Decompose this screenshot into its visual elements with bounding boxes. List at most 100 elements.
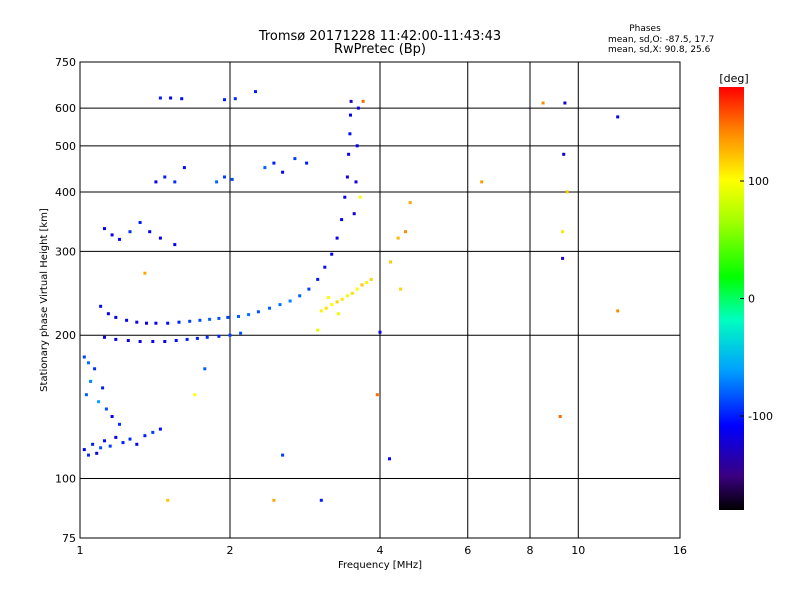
echo-point xyxy=(158,96,162,100)
echo-point xyxy=(330,252,334,256)
echo-point xyxy=(166,498,170,502)
echo-point xyxy=(399,287,403,291)
echo-point xyxy=(281,170,285,174)
echo-point xyxy=(99,446,103,450)
colorbar xyxy=(719,87,744,510)
echo-point xyxy=(103,439,106,443)
echo-point xyxy=(188,319,192,323)
echo-point xyxy=(205,335,209,339)
echo-point xyxy=(154,321,158,325)
echo-point xyxy=(326,296,330,299)
phases-line-o: mean, sd,O: -87.5, 17.7 xyxy=(608,35,714,45)
echo-point xyxy=(256,310,260,314)
echo-point xyxy=(345,175,349,179)
echo-point xyxy=(480,180,484,184)
echo-point xyxy=(163,340,167,343)
phases-line-x: mean, sd,X: 90.8, 25.6 xyxy=(608,45,711,55)
echo-point xyxy=(128,437,132,441)
echo-point xyxy=(143,434,147,438)
echo-point xyxy=(324,306,328,310)
echo-point xyxy=(396,236,400,240)
echo-point xyxy=(185,337,189,341)
echo-point xyxy=(84,393,88,397)
echo-point xyxy=(319,498,323,502)
echo-point xyxy=(118,422,121,426)
echo-point xyxy=(195,336,199,340)
echo-point xyxy=(558,415,562,418)
echo-point xyxy=(223,98,226,102)
x-tick-label: 8 xyxy=(527,544,534,557)
echo-point xyxy=(389,260,393,264)
echo-points xyxy=(82,90,620,502)
echo-point xyxy=(288,299,292,303)
colorbar-label: [deg] xyxy=(719,72,748,85)
echo-point xyxy=(375,393,379,397)
echo-point xyxy=(138,340,142,343)
echo-point xyxy=(352,212,356,216)
y-tick-label: 400 xyxy=(55,186,76,199)
echo-point xyxy=(335,236,339,240)
echo-point xyxy=(87,453,90,457)
echo-point xyxy=(345,294,349,298)
y-tick-label: 100 xyxy=(55,473,76,486)
echo-point xyxy=(356,106,360,110)
chart-subtitle: RwPretec (Bp) xyxy=(334,42,426,57)
x-tick-label: 4 xyxy=(377,544,384,557)
echo-point xyxy=(82,355,86,359)
echo-point xyxy=(169,96,173,100)
x-axis-label: Frequency [MHz] xyxy=(338,560,422,571)
echo-point xyxy=(369,277,373,281)
echo-point xyxy=(143,271,147,275)
echo-point xyxy=(354,180,358,184)
echo-point xyxy=(298,294,302,298)
echo-point xyxy=(228,333,232,337)
echo-point xyxy=(154,180,158,184)
y-tick-label: 500 xyxy=(55,140,76,153)
echo-point xyxy=(163,175,167,179)
echo-point xyxy=(343,195,347,199)
y-axis-label: Stationary phase Virtual Height [km] xyxy=(39,208,50,392)
echo-point xyxy=(360,283,364,287)
echo-point xyxy=(355,287,359,291)
echo-point xyxy=(268,306,271,310)
y-ticks: 75 100 200 300 400 500 600 750 xyxy=(55,56,76,545)
echo-point xyxy=(278,303,282,307)
echo-point xyxy=(91,442,95,446)
x-tick-label: 16 xyxy=(673,544,687,557)
echo-point xyxy=(340,218,344,222)
echo-point xyxy=(95,451,99,455)
echo-point xyxy=(118,237,121,241)
echo-point xyxy=(82,448,86,452)
echo-point xyxy=(208,317,212,321)
echo-point xyxy=(138,221,142,224)
echo-point xyxy=(616,115,620,119)
echo-point xyxy=(347,152,351,156)
echo-point xyxy=(126,339,130,342)
echo-point xyxy=(263,166,267,170)
echo-point xyxy=(158,236,162,240)
echo-point xyxy=(365,281,369,285)
echo-point xyxy=(335,300,339,304)
echo-point xyxy=(340,297,344,301)
echo-point xyxy=(239,331,243,335)
echo-point xyxy=(316,277,320,281)
x-tick-label: 2 xyxy=(227,544,234,557)
echo-point xyxy=(217,334,221,338)
colorbar-ticks: 100 0 -100 xyxy=(740,175,773,423)
echo-point xyxy=(316,328,320,332)
echo-point xyxy=(145,321,148,325)
echo-point xyxy=(247,313,251,317)
echo-point xyxy=(307,287,311,291)
echo-point xyxy=(173,243,177,247)
echo-point xyxy=(272,161,276,165)
echo-point xyxy=(166,321,170,325)
echo-point xyxy=(93,367,97,371)
echo-point xyxy=(128,230,132,234)
echo-point xyxy=(148,230,152,234)
echo-point xyxy=(173,180,177,184)
echo-point xyxy=(101,386,105,390)
echo-point xyxy=(223,175,226,179)
echo-point xyxy=(616,309,620,313)
echo-point xyxy=(87,361,90,365)
echo-point xyxy=(99,304,103,308)
